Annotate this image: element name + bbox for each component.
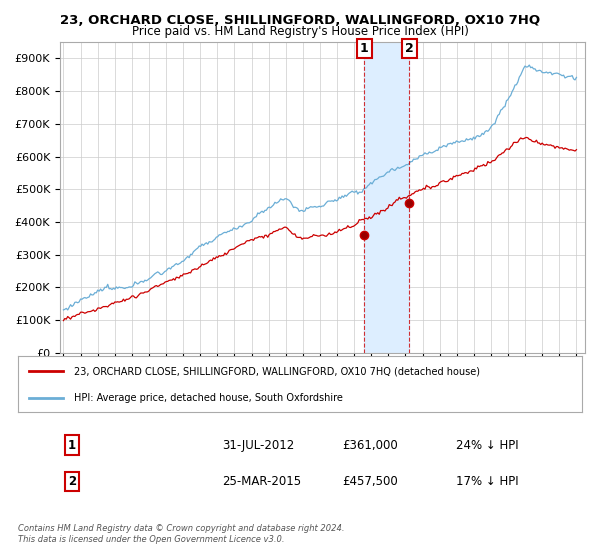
Text: 2: 2 (68, 475, 76, 488)
Text: 23, ORCHARD CLOSE, SHILLINGFORD, WALLINGFORD, OX10 7HQ (detached house): 23, ORCHARD CLOSE, SHILLINGFORD, WALLING… (74, 366, 481, 376)
Text: 23, ORCHARD CLOSE, SHILLINGFORD, WALLINGFORD, OX10 7HQ: 23, ORCHARD CLOSE, SHILLINGFORD, WALLING… (60, 14, 540, 27)
Text: 31-JUL-2012: 31-JUL-2012 (222, 438, 294, 452)
Text: £361,000: £361,000 (342, 438, 398, 452)
Text: Price paid vs. HM Land Registry's House Price Index (HPI): Price paid vs. HM Land Registry's House … (131, 25, 469, 38)
Bar (364, 42, 409, 353)
Text: 2: 2 (405, 42, 414, 55)
Text: HPI: Average price, detached house, South Oxfordshire: HPI: Average price, detached house, Sout… (74, 393, 343, 403)
Text: £457,500: £457,500 (342, 475, 398, 488)
Text: 17% ↓ HPI: 17% ↓ HPI (456, 475, 518, 488)
Text: Contains HM Land Registry data © Crown copyright and database right 2024.
This d: Contains HM Land Registry data © Crown c… (18, 524, 344, 544)
Text: 25-MAR-2015: 25-MAR-2015 (222, 475, 301, 488)
Text: 1: 1 (68, 438, 76, 452)
Text: 24% ↓ HPI: 24% ↓ HPI (456, 438, 518, 452)
Text: 1: 1 (359, 42, 368, 55)
